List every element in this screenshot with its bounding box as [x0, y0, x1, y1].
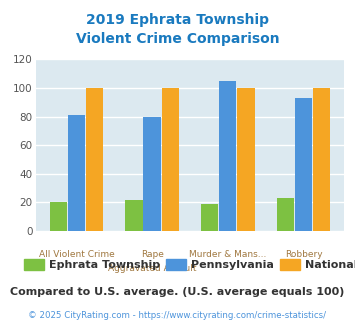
Bar [313, 88, 330, 231]
Bar [162, 88, 179, 231]
Text: Robbery: Robbery [285, 250, 322, 259]
Bar [86, 88, 103, 231]
Text: Rape: Rape [141, 250, 164, 259]
Text: 2019 Ephrata Township
Violent Crime Comparison: 2019 Ephrata Township Violent Crime Comp… [76, 13, 279, 47]
Bar [68, 115, 85, 231]
Bar [143, 116, 161, 231]
Bar [125, 200, 143, 231]
Text: All Violent Crime: All Violent Crime [39, 250, 114, 259]
Text: Murder & Mans...: Murder & Mans... [189, 250, 267, 259]
Bar [295, 98, 312, 231]
Bar [201, 204, 218, 231]
Legend: Ephrata Township, Pennsylvania, National: Ephrata Township, Pennsylvania, National [20, 255, 355, 275]
Text: © 2025 CityRating.com - https://www.cityrating.com/crime-statistics/: © 2025 CityRating.com - https://www.city… [28, 311, 327, 320]
Text: Aggravated Assault: Aggravated Assault [108, 264, 196, 273]
Text: Compared to U.S. average. (U.S. average equals 100): Compared to U.S. average. (U.S. average … [10, 287, 345, 297]
Bar [219, 81, 236, 231]
Bar [237, 88, 255, 231]
Bar [277, 198, 294, 231]
Bar [50, 202, 67, 231]
